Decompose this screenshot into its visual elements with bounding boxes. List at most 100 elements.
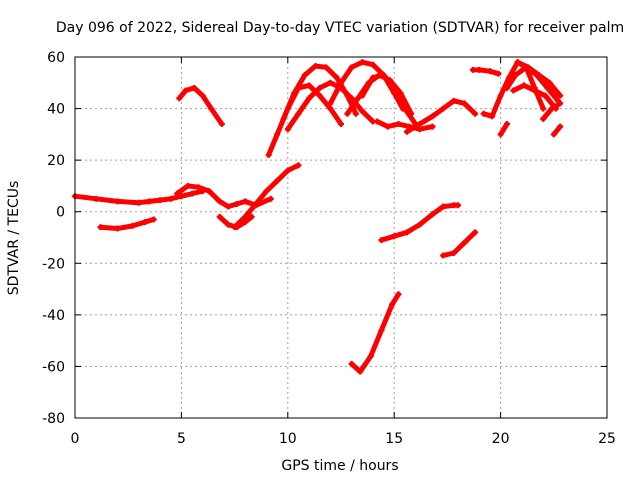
x-tick-label: 10 (279, 431, 297, 447)
data-point (378, 327, 385, 334)
x-tick-label: 5 (177, 431, 186, 447)
data-point (338, 79, 344, 86)
x-axis-label: GPS time / hours (281, 458, 398, 474)
series-arc-19 (481, 59, 546, 119)
data-point (542, 92, 549, 99)
data-point (540, 115, 547, 122)
data-point (557, 123, 564, 130)
y-tick-label: -20 (42, 256, 65, 272)
data-point (525, 64, 532, 71)
data-point (284, 167, 291, 174)
data-point (455, 202, 462, 209)
data-point (416, 221, 423, 228)
series-arc-17 (440, 229, 478, 258)
data-point (440, 203, 447, 210)
data-point (295, 110, 302, 117)
data-point (327, 79, 334, 86)
data-point (338, 121, 344, 128)
data-point (306, 82, 313, 89)
y-tick-label: 20 (47, 153, 65, 169)
data-point (184, 182, 191, 189)
data-point (531, 87, 538, 94)
data-point (323, 64, 330, 71)
data-point (503, 121, 510, 128)
y-tick-label: 40 (47, 102, 65, 118)
series-arc-18 (470, 67, 501, 77)
data-point (401, 105, 408, 112)
data-point (252, 200, 259, 207)
data-point (150, 216, 157, 223)
data-point (503, 84, 510, 91)
data-point (242, 198, 249, 205)
data-point (486, 68, 493, 75)
data-point (248, 213, 255, 220)
x-tick-label: 25 (598, 431, 616, 447)
data-point (333, 74, 340, 81)
data-point (489, 113, 496, 120)
grid-layer (75, 57, 607, 418)
data-point (216, 213, 223, 220)
tick-layer: 0 5 10 15 20 25 -80 -60 -40 -20 0 20 40 60 (42, 50, 616, 447)
data-point (550, 131, 557, 138)
data-point (208, 105, 215, 112)
data-point (306, 95, 313, 102)
data-point (514, 59, 521, 66)
data-point (284, 126, 291, 133)
data-point (450, 249, 457, 256)
data-point (348, 95, 355, 102)
data-point (327, 100, 334, 107)
data-point (129, 222, 136, 229)
data-point (389, 301, 396, 308)
data-point (142, 219, 149, 226)
data-point (384, 123, 391, 130)
chart-title: Day 096 of 2022, Sidereal Day-to-day VTE… (56, 20, 624, 36)
series-arc-4 (174, 183, 274, 210)
data-point (316, 92, 323, 99)
series-layer (72, 59, 564, 375)
data-point (403, 128, 410, 135)
y-tick-label: -60 (42, 359, 65, 375)
data-point (472, 229, 479, 236)
data-point (548, 105, 555, 112)
data-point (521, 82, 528, 89)
data-point (352, 110, 359, 117)
x-tick-label: 20 (492, 431, 510, 447)
data-point (312, 63, 319, 70)
data-point (355, 95, 362, 102)
data-point (510, 87, 517, 94)
data-point (367, 353, 374, 360)
data-point (348, 64, 355, 71)
data-point (369, 61, 376, 68)
data-point (93, 195, 100, 202)
data-point (495, 70, 502, 77)
data-point (348, 360, 355, 367)
data-point (416, 126, 423, 133)
x-tick-label: 0 (71, 431, 80, 447)
data-point (535, 72, 542, 79)
data-point (497, 92, 504, 99)
data-point (395, 291, 402, 298)
data-point (295, 162, 302, 169)
data-point (440, 105, 447, 112)
data-point (225, 221, 232, 228)
series-arc-24 (551, 124, 563, 137)
plot-frame (74, 56, 608, 419)
data-point (114, 198, 121, 205)
series-arc-10 (327, 59, 406, 112)
data-point (476, 66, 483, 73)
data-point (274, 177, 281, 184)
y-tick-label: 0 (56, 205, 65, 221)
data-point (429, 113, 436, 120)
data-point (380, 72, 387, 79)
data-point (359, 92, 366, 99)
data-point (231, 224, 238, 231)
data-point (178, 193, 185, 200)
series-arc-3 (176, 85, 225, 127)
data-point (450, 97, 457, 104)
data-point (557, 100, 564, 107)
data-point (469, 66, 476, 73)
data-point (195, 184, 202, 191)
data-point (146, 198, 153, 205)
data-point (301, 72, 308, 79)
data-point (344, 110, 351, 117)
